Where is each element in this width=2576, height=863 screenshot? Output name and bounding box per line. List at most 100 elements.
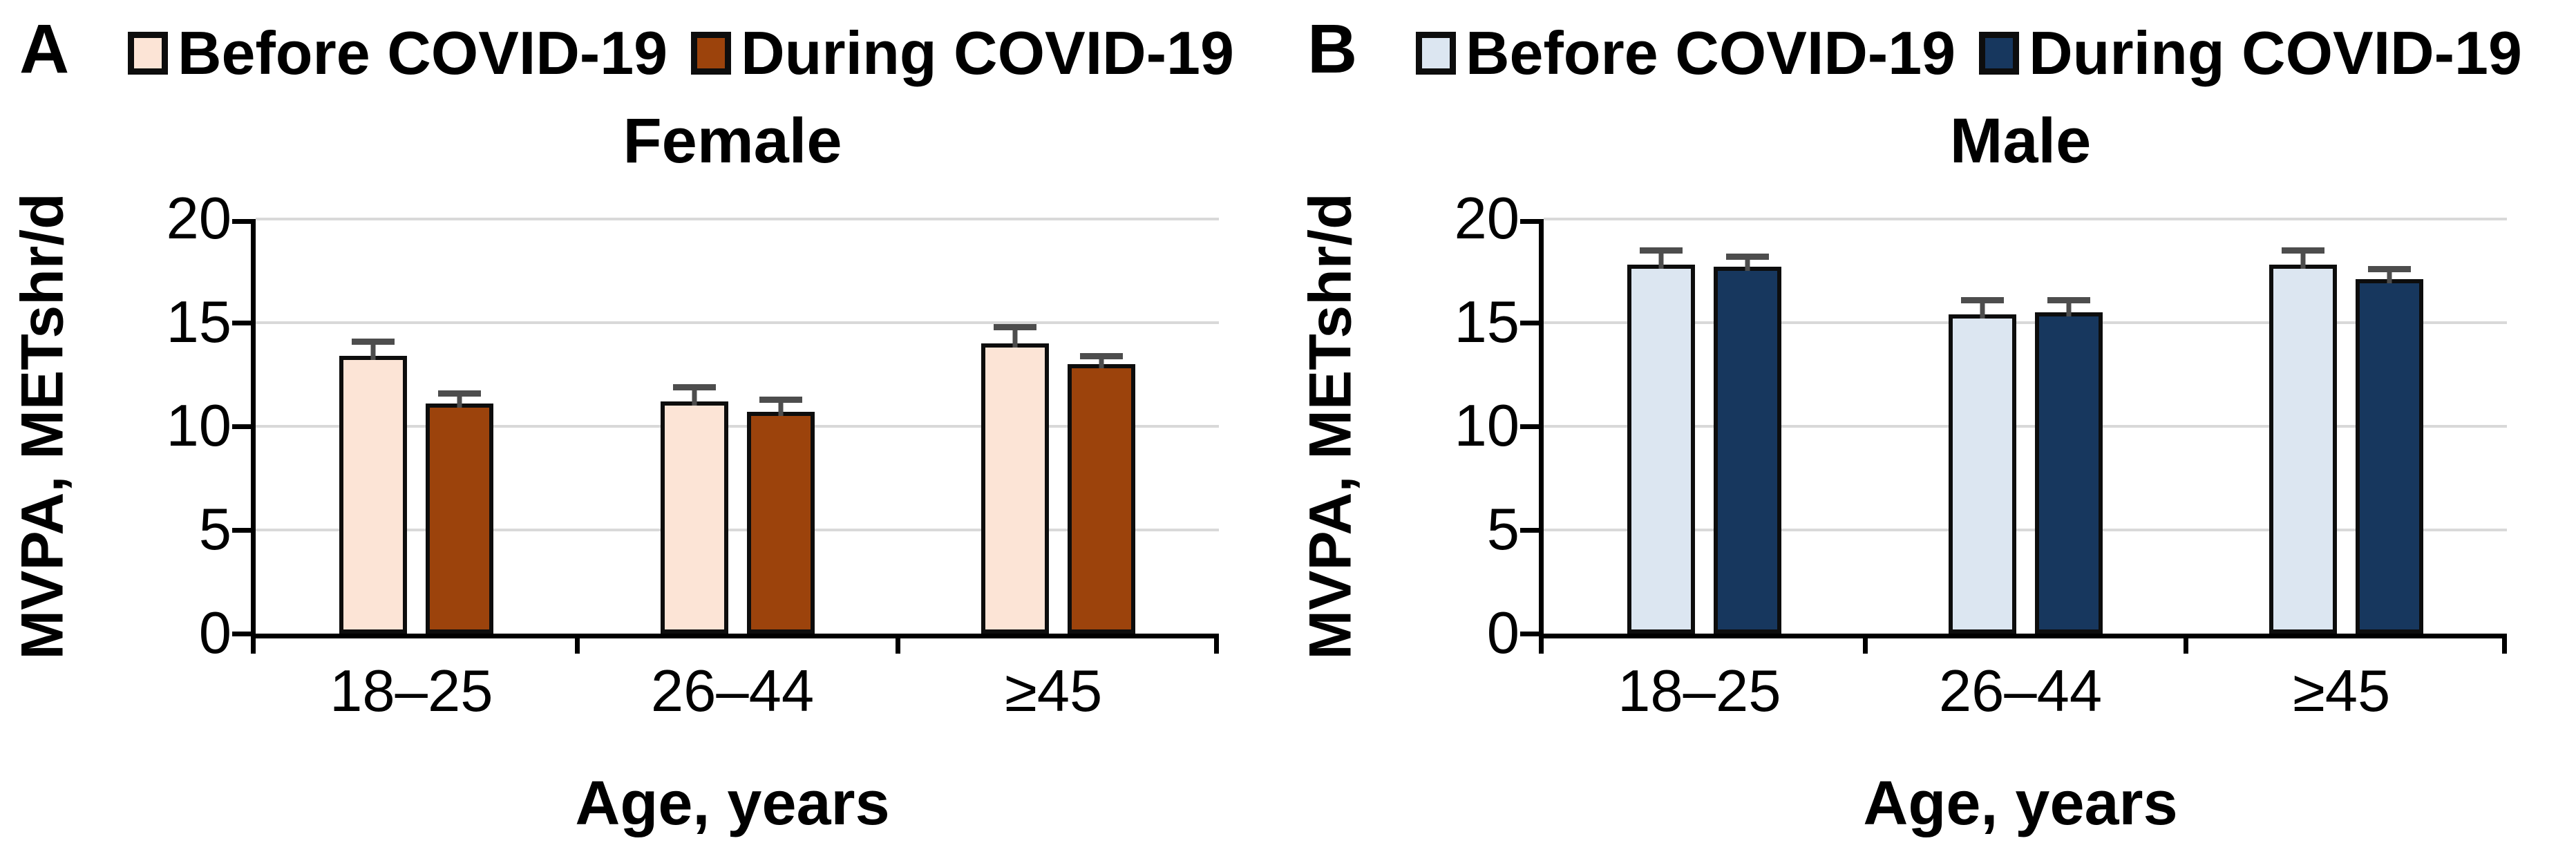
y-tick-mark	[1520, 424, 1544, 429]
x-axis-title: Age, years	[575, 769, 890, 838]
bar-during-26-44	[746, 397, 815, 634]
bar-during-26-44	[2034, 297, 2103, 634]
legend-label-during: During COVID-19	[2029, 19, 2522, 87]
x-tick-labels: 18–25 26–44 ≥45	[251, 658, 1214, 726]
legend-item-before: Before COVID-19	[128, 18, 667, 88]
error-bar-whisker	[778, 399, 783, 416]
y-tick-label: 20	[1454, 186, 1519, 252]
bar-group--45	[898, 219, 1219, 634]
gridline	[256, 529, 1219, 531]
y-tick-label: 0	[1486, 600, 1519, 666]
error-bar-cap	[437, 390, 481, 397]
error-bar-whisker	[1980, 300, 1985, 319]
x-tick-mark	[1214, 634, 1219, 654]
legend-swatch-before	[1416, 32, 1456, 75]
error-bar-whisker	[692, 387, 697, 406]
bar-during-18-25	[1713, 254, 1781, 634]
y-axis-title: MVPA, METshr/d	[1297, 193, 1364, 660]
error-bar-whisker	[457, 393, 462, 408]
bar-during-18-25	[425, 390, 493, 634]
y-tick-label: 5	[1486, 497, 1519, 562]
x-tick-label: 26–44	[650, 658, 815, 724]
panel-male: B Before COVID-19 During COVID-19 Male M…	[1288, 0, 2576, 863]
y-tick-labels: 0 5 10 15 20	[128, 189, 231, 663]
error-bar-cap	[1725, 254, 1769, 260]
error-bar-whisker	[2300, 250, 2306, 269]
x-tick-mark	[1863, 634, 1868, 654]
gridline	[1544, 425, 2507, 428]
error-bar-cap	[2047, 297, 2090, 303]
bar-before--45	[981, 324, 1050, 634]
legend-item-before: Before COVID-19	[1416, 18, 1955, 88]
y-tick-labels: 0 5 10 15 20	[1416, 189, 1519, 663]
error-bar-cap	[2368, 266, 2412, 272]
y-tick-label: 15	[166, 290, 231, 355]
x-tick-labels: 18–25 26–44 ≥45	[1539, 658, 2502, 726]
y-tick-label: 20	[166, 186, 231, 252]
x-tick-mark	[2184, 634, 2188, 654]
error-bar-cap	[2282, 247, 2325, 254]
bar-group-26-44	[577, 219, 898, 634]
error-bar-cap	[759, 397, 802, 403]
error-bar-cap	[672, 384, 716, 390]
gridline	[1544, 321, 2507, 324]
plot-area	[232, 218, 1219, 654]
error-bar-whisker	[2066, 300, 2071, 316]
error-bar-cap	[1639, 247, 1683, 254]
bar-group-18-25	[1544, 219, 1865, 634]
x-tick-mark	[575, 634, 580, 654]
legend-label-before: Before COVID-19	[178, 19, 668, 87]
x-tick-mark	[251, 634, 256, 654]
error-bar-whisker	[1012, 327, 1018, 348]
bar-before-26-44	[660, 384, 728, 634]
error-bar-cap	[351, 339, 395, 345]
gridline	[1544, 218, 2507, 220]
legend-swatch-during	[691, 32, 732, 75]
y-tick-mark	[1520, 528, 1544, 533]
y-tick-label: 5	[198, 497, 231, 562]
gridline	[256, 321, 1219, 324]
bar-during--45	[2356, 266, 2424, 634]
panel-label-a: A	[19, 10, 70, 88]
plot-inner	[1520, 218, 2507, 654]
gridline	[256, 425, 1219, 428]
y-tick-mark	[232, 424, 256, 429]
x-tick-label: 26–44	[1938, 658, 2103, 724]
legend-label-during: During COVID-19	[741, 19, 1234, 87]
legend-female: Before COVID-19 During COVID-19	[128, 18, 1234, 88]
legend-male: Before COVID-19 During COVID-19	[1416, 18, 2522, 88]
x-axis-title: Age, years	[1863, 769, 2178, 838]
x-tick-mark	[2502, 634, 2507, 654]
bar-before-26-44	[1948, 297, 2016, 634]
chart-title: Female	[623, 106, 842, 176]
y-axis-title: MVPA, METshr/d	[9, 193, 76, 660]
panel-female: A Before COVID-19 During COVID-19 Female…	[9, 10, 1234, 838]
legend-swatch-during	[1979, 32, 2020, 75]
x-tick-label: 18–25	[1618, 658, 1781, 724]
error-bar-cap	[1080, 353, 1124, 359]
bar-during--45	[1068, 353, 1136, 634]
gridline	[1544, 529, 2507, 531]
bar-before-18-25	[1627, 247, 1695, 634]
panel-label-b: B	[1307, 10, 1358, 88]
bar-before--45	[2269, 247, 2338, 634]
y-tick-mark	[232, 321, 256, 325]
y-tick-mark	[1520, 321, 1544, 325]
legend-label-before: Before COVID-19	[1466, 19, 1956, 87]
x-tick-label: 18–25	[330, 658, 493, 724]
gridline	[256, 218, 1219, 220]
y-tick-mark	[1520, 219, 1544, 224]
plot-area	[1520, 218, 2507, 654]
error-bar-whisker	[1658, 250, 1664, 269]
error-bar-cap	[994, 324, 1037, 330]
y-tick-label: 15	[1454, 290, 1519, 355]
error-bar-whisker	[1745, 256, 1750, 271]
bar-group-26-44	[1865, 219, 2186, 634]
y-tick-label: 10	[166, 393, 231, 459]
y-tick-mark	[232, 528, 256, 533]
error-bar-cap	[1960, 297, 2004, 303]
error-bar-whisker	[370, 341, 376, 360]
x-tick-label: ≥45	[2293, 658, 2391, 724]
bar-group-18-25	[256, 219, 577, 634]
legend-item-during: During COVID-19	[691, 18, 1234, 88]
